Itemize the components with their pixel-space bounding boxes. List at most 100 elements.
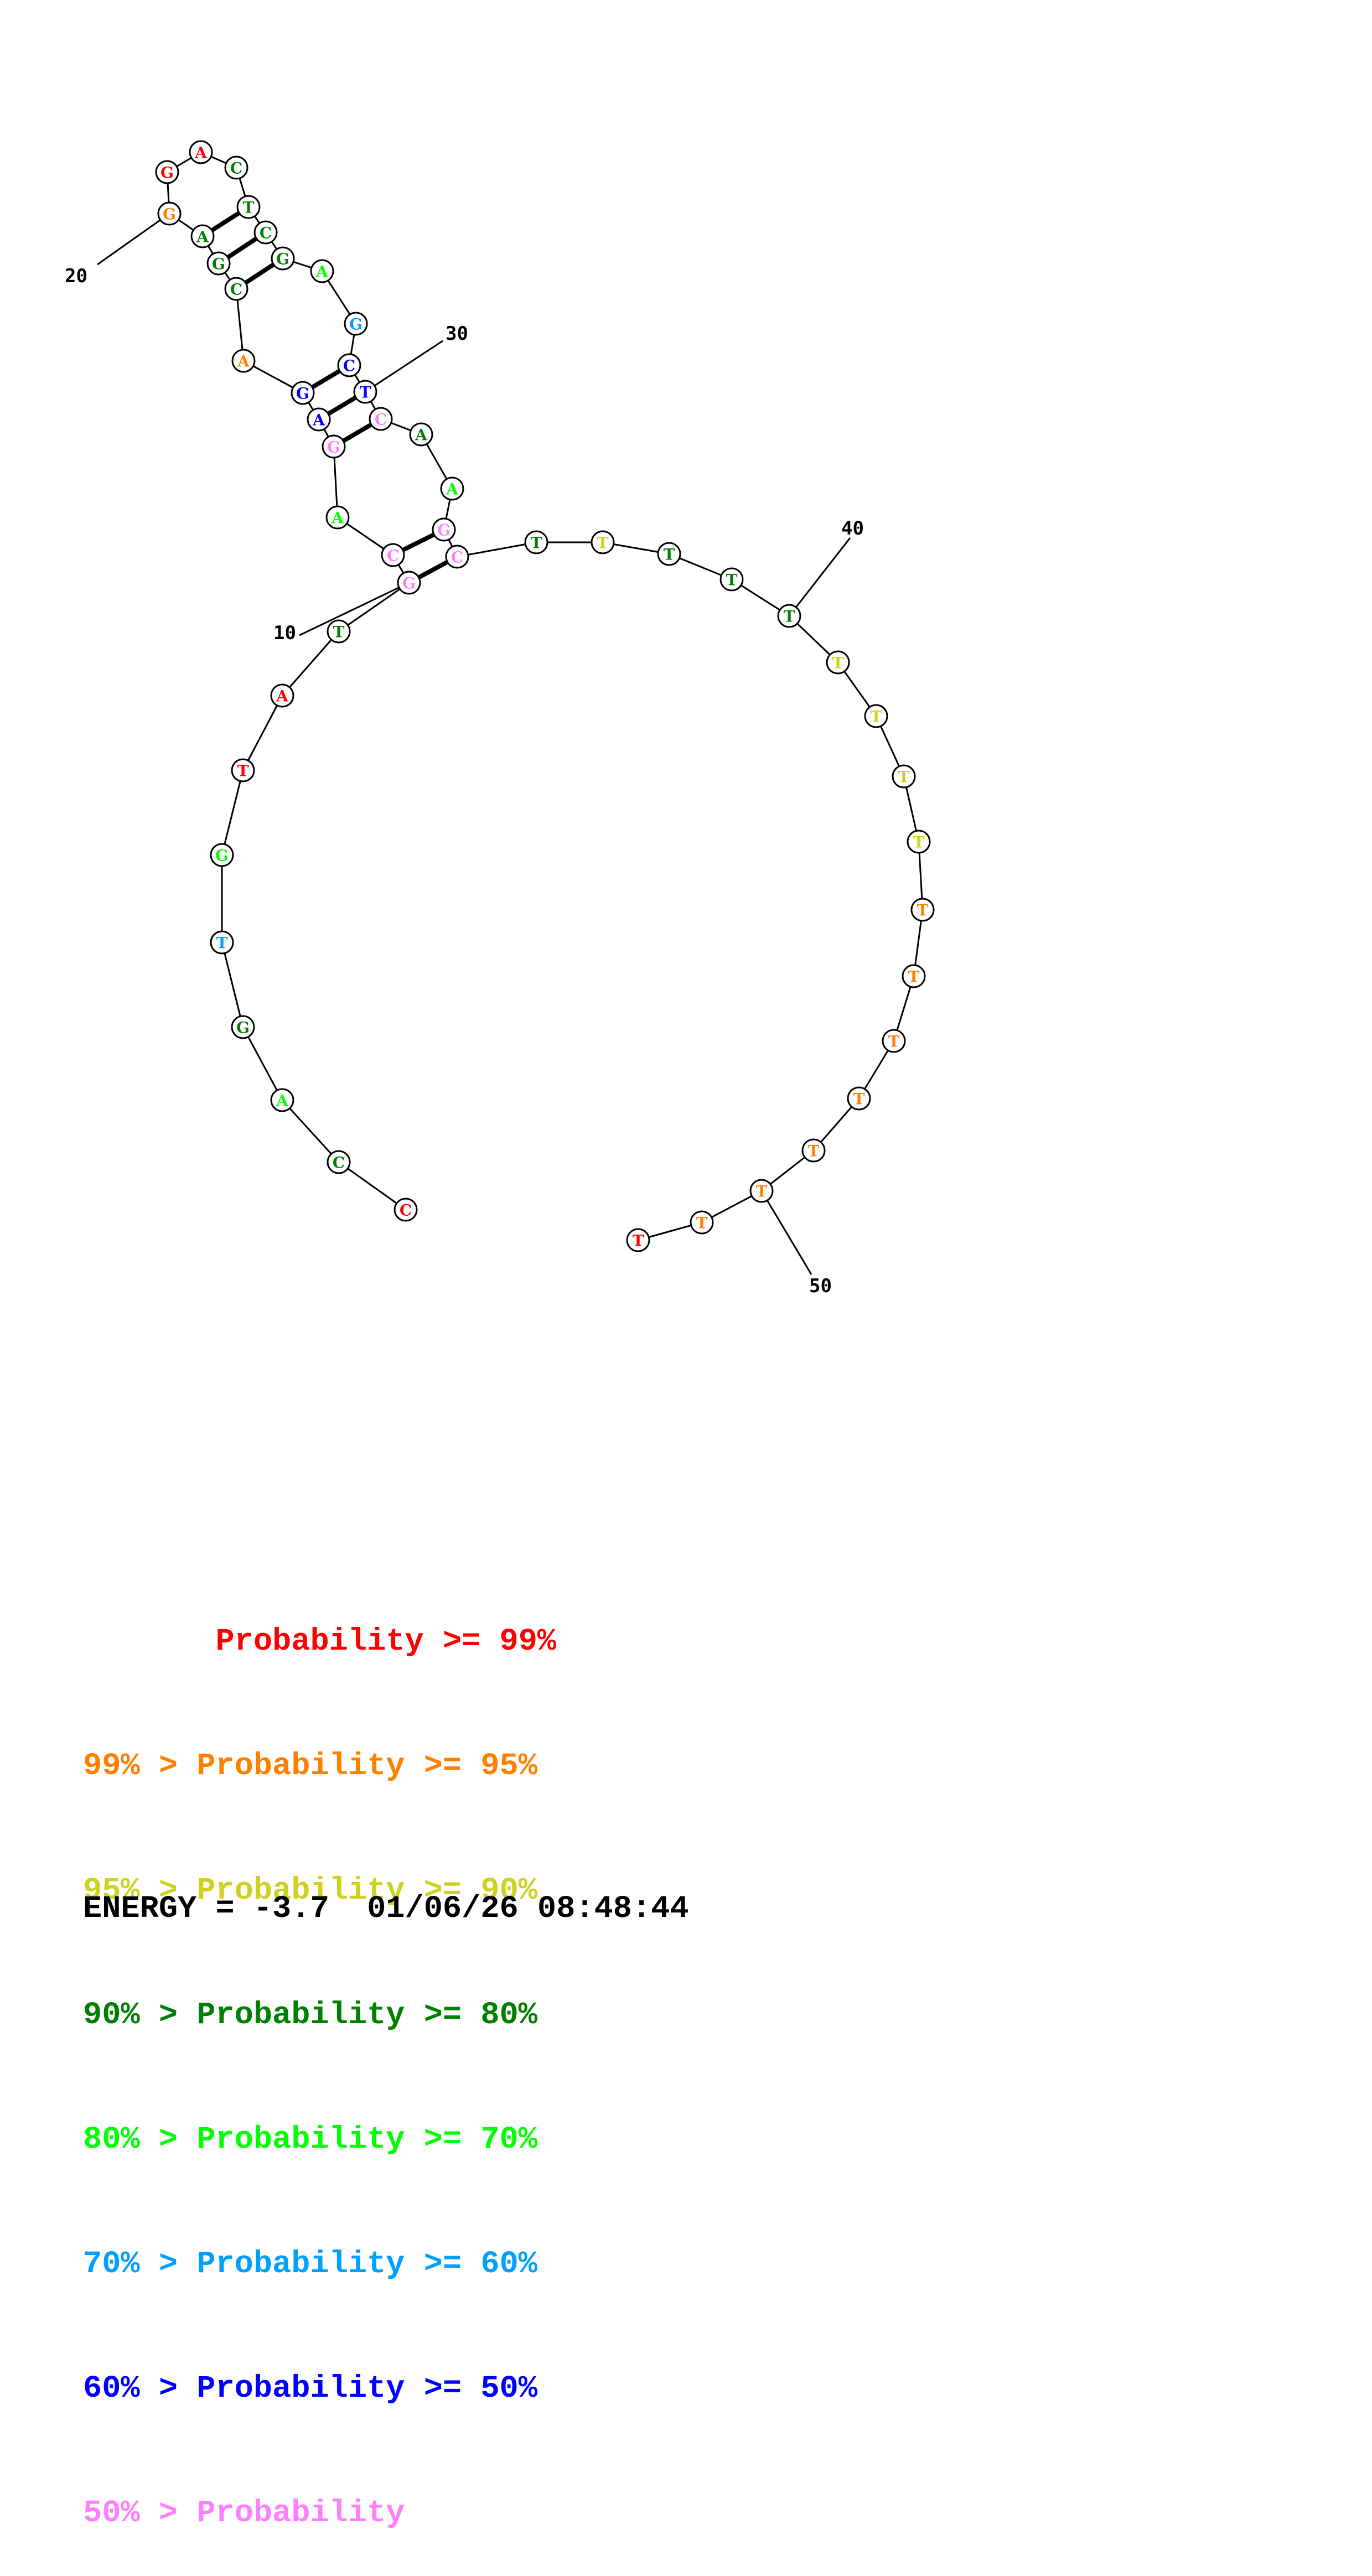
nucleotide-letter: T xyxy=(664,546,675,564)
base-pair-bond xyxy=(211,211,240,232)
index-label-50: 50 xyxy=(809,1275,832,1297)
nucleotide-letter: T xyxy=(531,534,542,552)
nucleotide-6: G xyxy=(210,843,234,867)
nucleotide-letter: C xyxy=(400,1201,412,1220)
nucleotide-circle xyxy=(892,764,916,789)
index-label-30: 30 xyxy=(446,323,468,345)
nucleotide-circle xyxy=(210,930,234,955)
backbone-segment xyxy=(242,1027,283,1101)
nucleotide-27: A xyxy=(310,259,334,283)
nucleotide-1: C xyxy=(394,1198,418,1222)
nucleotide-letter: C xyxy=(230,159,242,178)
nucleotide-circle xyxy=(210,843,234,867)
nucleotide-circle xyxy=(291,381,315,405)
nucleotide-11: C xyxy=(381,543,405,567)
nucleotide-circle xyxy=(224,277,248,301)
nucleotide-25: C xyxy=(253,220,278,245)
nucleotide-letter: G xyxy=(349,315,363,334)
nucleotide-circle xyxy=(864,704,888,728)
nucleotide-8: A xyxy=(270,683,294,708)
backbone-segment xyxy=(281,1099,340,1163)
backbone-segment xyxy=(235,288,245,361)
index-tick-30 xyxy=(365,340,443,393)
nucleotide-letter: T xyxy=(908,968,920,986)
nucleotide-circle xyxy=(327,619,351,644)
nucleotide-42: T xyxy=(864,704,888,728)
nucleotide-letter: T xyxy=(597,534,609,552)
nucleotide-10: G xyxy=(397,571,421,595)
nucleotide-letter: T xyxy=(237,762,249,780)
nucleotide-letter: A xyxy=(415,426,428,444)
energy-footer: ENERGY = -3.7 01/06/26 08:48:44 xyxy=(83,1891,689,1927)
nucleotide-circle xyxy=(719,567,744,592)
nucleotide-circle xyxy=(524,530,548,554)
nucleotide-circle xyxy=(397,571,421,595)
index-label-20: 20 xyxy=(65,265,87,287)
nucleotide-letter: T xyxy=(696,1214,708,1232)
nucleotide-letter: A xyxy=(194,144,208,162)
index-tick-10 xyxy=(299,582,410,636)
nucleotide-letter: T xyxy=(216,934,228,952)
base-pair-bond xyxy=(402,532,435,552)
nucleotide-letter: A xyxy=(315,263,329,281)
legend-row-80: 90% > Probability >= 80% xyxy=(83,1998,537,2033)
nucleotide-48: T xyxy=(847,1086,871,1111)
nucleotide-letter: C xyxy=(343,357,355,375)
nucleotide-circle xyxy=(882,1029,906,1053)
nucleotide-38: T xyxy=(657,542,681,566)
nucleotide-circle xyxy=(777,604,801,628)
base-pair-bond xyxy=(245,263,275,284)
nucleotide-circle xyxy=(902,964,926,988)
index-tick-40 xyxy=(788,537,851,616)
nucleotide-29: C xyxy=(337,353,361,377)
nucleotide-12: A xyxy=(325,505,350,530)
nucleotide-33: A xyxy=(440,476,464,501)
nucleotide-26: G xyxy=(271,246,295,271)
base-pair-bond xyxy=(327,396,357,416)
nucleotide-4: G xyxy=(231,1015,255,1039)
nucleotide-46: T xyxy=(902,964,926,988)
nucleotide-circle xyxy=(847,1086,871,1111)
nucleotide-letter: C xyxy=(375,411,387,429)
nucleotide-51: T xyxy=(690,1210,714,1235)
nucleotide-letter: T xyxy=(756,1183,768,1201)
nucleotide-circle xyxy=(394,1198,418,1222)
nucleotide-28: G xyxy=(344,312,368,336)
legend-row-low: 50% > Probability xyxy=(83,2496,405,2531)
nucleotide-circle xyxy=(826,650,850,675)
nucleotide-letter: T xyxy=(360,383,371,402)
index-label-40: 40 xyxy=(841,517,864,540)
nucleotide-letter: C xyxy=(333,1154,345,1172)
nucleotide-circle xyxy=(307,407,331,432)
nucleotide-30: T xyxy=(353,380,377,404)
nucleotide-52: T xyxy=(626,1228,650,1252)
nucleotide-letter: T xyxy=(913,833,925,852)
nucleotide-9: T xyxy=(327,619,351,644)
nucleotide-letter: G xyxy=(161,164,174,182)
nucleotide-40: T xyxy=(777,604,801,628)
index-label-10: 10 xyxy=(273,622,296,644)
nucleotide-7: T xyxy=(231,758,255,782)
nucleotide-circle xyxy=(910,898,935,922)
nucleotide-circle xyxy=(190,224,215,248)
nucleotide-39: T xyxy=(719,567,744,592)
nucleotide-44: T xyxy=(907,830,931,854)
nucleotide-letter: G xyxy=(296,385,309,403)
nucleotide-45: T xyxy=(910,898,935,922)
nucleotide-23: C xyxy=(224,156,248,180)
nucleotide-circle xyxy=(253,220,278,245)
nucleotide-circle xyxy=(626,1228,650,1252)
nucleotide-circle xyxy=(381,543,405,567)
nucleotide-letter: A xyxy=(312,411,325,429)
nucleotide-letter: G xyxy=(215,847,229,865)
nucleotide-letter: C xyxy=(387,547,399,565)
nucleotide-letter: G xyxy=(437,521,451,540)
nucleotide-43: T xyxy=(892,764,916,789)
nucleotide-circle xyxy=(310,259,334,283)
nucleotide-18: G xyxy=(206,251,231,276)
base-pair-bond xyxy=(311,369,341,389)
nucleotide-circle xyxy=(440,476,464,501)
nucleotide-letter: C xyxy=(260,224,272,242)
nucleotide-5: T xyxy=(210,930,234,955)
